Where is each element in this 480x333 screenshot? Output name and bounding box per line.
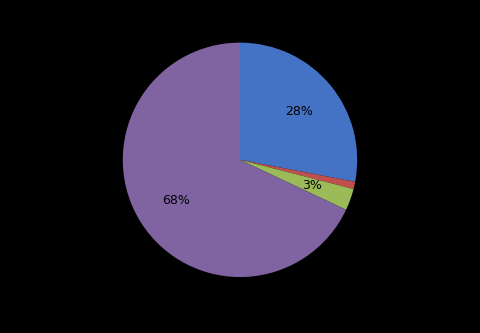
Wedge shape — [240, 43, 357, 182]
Wedge shape — [240, 160, 355, 189]
Wedge shape — [240, 160, 354, 210]
Text: 68%: 68% — [162, 194, 190, 207]
Text: 3%: 3% — [302, 179, 322, 192]
Text: 28%: 28% — [285, 105, 312, 118]
Wedge shape — [123, 43, 346, 277]
